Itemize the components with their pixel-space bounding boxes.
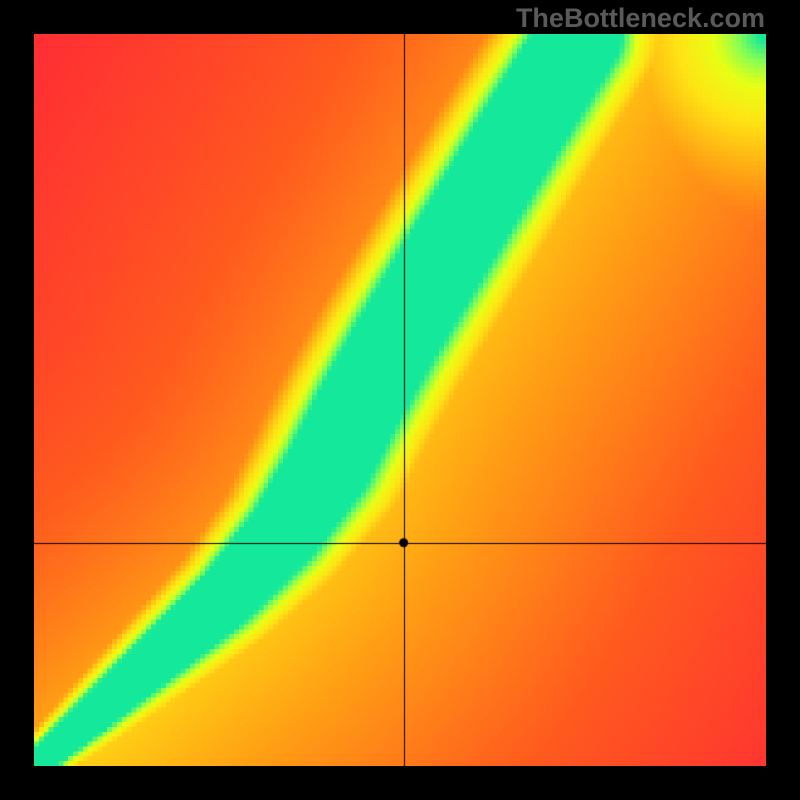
watermark-text: TheBottleneck.com (516, 3, 765, 34)
heatmap-canvas (34, 34, 766, 766)
chart-container: TheBottleneck.com (0, 0, 800, 800)
